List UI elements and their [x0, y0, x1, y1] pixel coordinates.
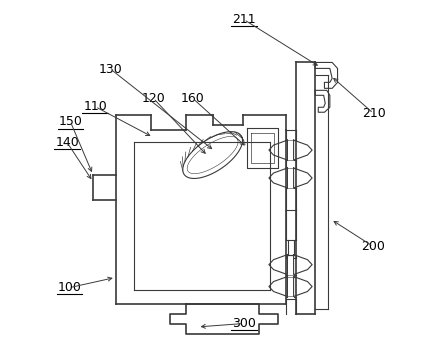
- Text: 100: 100: [58, 281, 82, 294]
- Text: 211: 211: [232, 13, 256, 26]
- Text: 110: 110: [83, 100, 107, 113]
- Text: 130: 130: [99, 62, 122, 75]
- Text: 120: 120: [141, 92, 165, 105]
- Text: 210: 210: [361, 107, 385, 120]
- Text: 140: 140: [55, 136, 79, 149]
- Text: 160: 160: [181, 92, 204, 105]
- Text: 200: 200: [361, 240, 385, 253]
- Text: 150: 150: [58, 116, 82, 129]
- Text: 300: 300: [232, 317, 256, 330]
